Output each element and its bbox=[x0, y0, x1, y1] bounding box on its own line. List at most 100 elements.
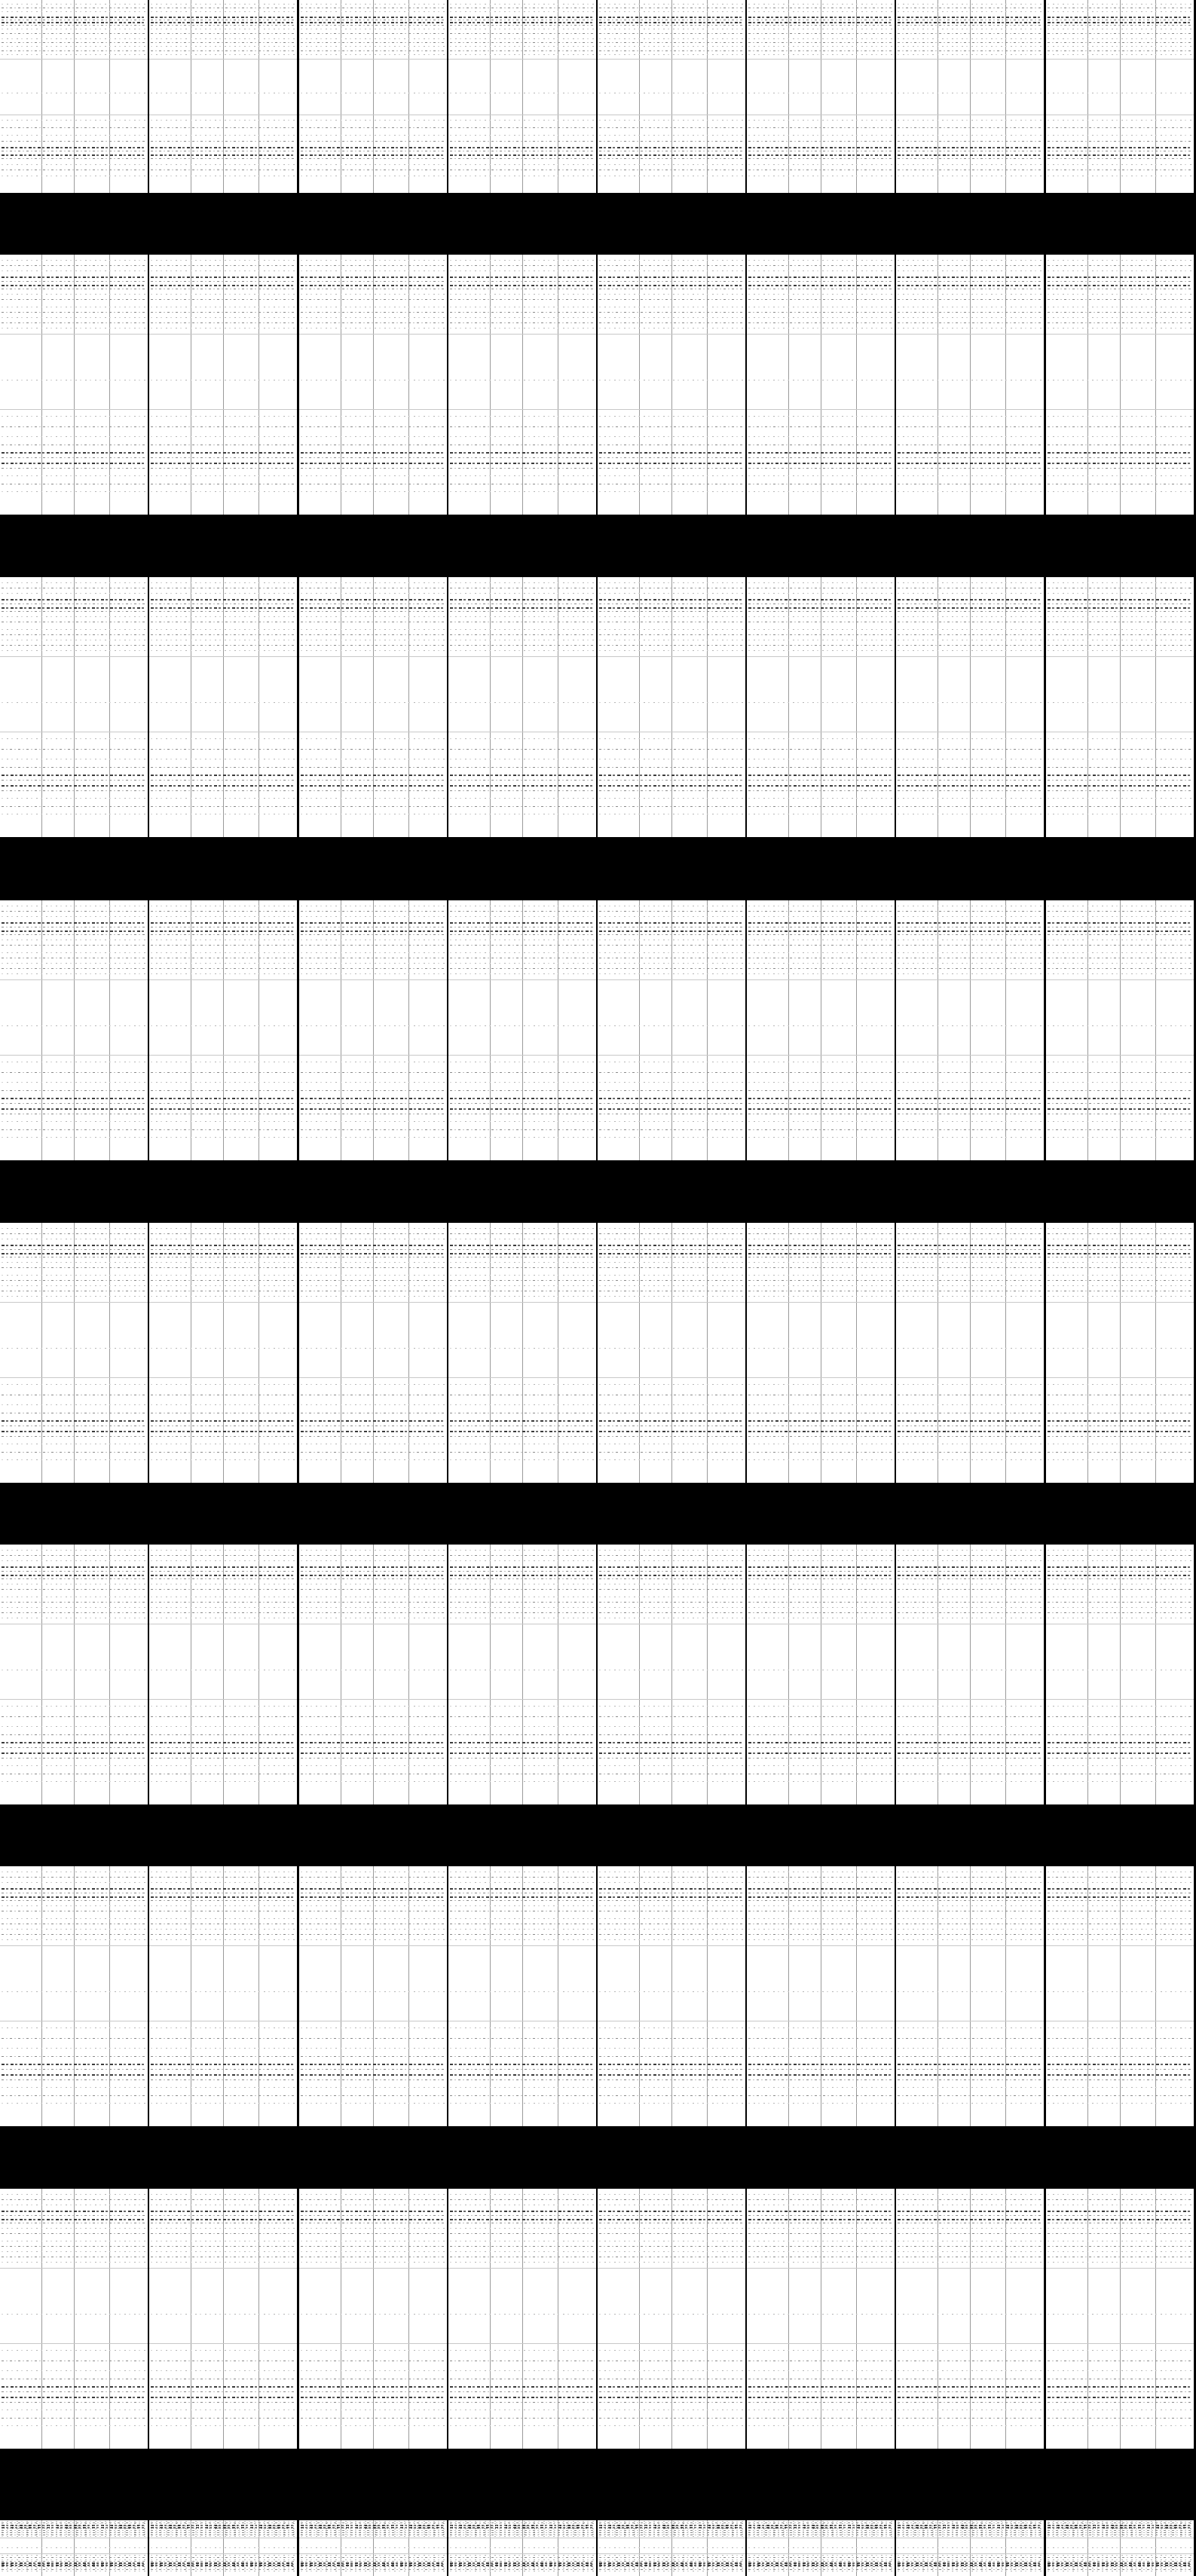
page-thumbnail[interactable] bbox=[1046, 2520, 1194, 2576]
text-line bbox=[898, 4, 1042, 5]
page-thumbnail[interactable] bbox=[896, 2189, 1044, 2449]
page-thumbnail[interactable] bbox=[0, 577, 148, 837]
page-thumbnail[interactable] bbox=[1046, 900, 1194, 1160]
page-thumbnail[interactable] bbox=[448, 1545, 596, 1804]
page-thumbnail[interactable] bbox=[896, 255, 1044, 515]
page-thumbnail[interactable] bbox=[747, 0, 895, 193]
column-rule bbox=[373, 2520, 374, 2576]
page-thumbnail[interactable] bbox=[149, 2189, 297, 2449]
text-line bbox=[599, 1452, 744, 1453]
page-thumbnail[interactable] bbox=[0, 1866, 148, 2126]
page-thumbnail[interactable] bbox=[299, 2520, 447, 2576]
page-thumbnail[interactable] bbox=[896, 1223, 1044, 1483]
page-thumbnail[interactable] bbox=[0, 2189, 148, 2449]
text-line bbox=[151, 1747, 295, 1748]
page-thumbnail[interactable] bbox=[448, 1866, 596, 2126]
page-thumbnail[interactable] bbox=[598, 2520, 745, 2576]
text-line bbox=[599, 1612, 744, 1613]
text-line bbox=[599, 1934, 744, 1935]
text-line bbox=[2, 2064, 146, 2065]
page-thumbnail[interactable] bbox=[598, 2189, 745, 2449]
text-line bbox=[450, 1747, 595, 1748]
page-thumbnail[interactable] bbox=[598, 900, 745, 1160]
page-thumbnail[interactable] bbox=[1046, 1545, 1194, 1804]
page-thumbnail[interactable] bbox=[448, 2520, 596, 2576]
text-line bbox=[898, 2569, 1042, 2570]
text-line bbox=[898, 38, 1042, 39]
text-line bbox=[301, 1348, 445, 1349]
text-line bbox=[151, 1098, 295, 1099]
page-thumbnail[interactable] bbox=[598, 1223, 745, 1483]
horizontal-rule bbox=[448, 2268, 596, 2269]
page-thumbnail[interactable] bbox=[299, 900, 447, 1160]
text-line bbox=[2, 2521, 146, 2522]
page-thumbnail[interactable] bbox=[299, 1223, 447, 1483]
page-thumbnail[interactable] bbox=[896, 577, 1044, 837]
page-thumbnail[interactable] bbox=[149, 1223, 297, 1483]
page-thumbnail[interactable] bbox=[0, 2520, 148, 2576]
page-thumbnail[interactable] bbox=[1046, 1866, 1194, 2126]
page-thumbnail[interactable] bbox=[1046, 577, 1194, 837]
text-line bbox=[301, 2262, 445, 2263]
page-thumbnail[interactable] bbox=[0, 1545, 148, 1804]
page-thumbnail[interactable] bbox=[149, 577, 297, 837]
sheet-row bbox=[0, 0, 1196, 193]
page-thumbnail[interactable] bbox=[747, 1545, 895, 1804]
page-thumbnail[interactable] bbox=[448, 0, 596, 193]
text-line bbox=[748, 294, 893, 295]
page-thumbnail[interactable] bbox=[149, 2520, 297, 2576]
page-thumbnail[interactable] bbox=[149, 1866, 297, 2126]
page-thumbnail[interactable] bbox=[299, 577, 447, 837]
text-line bbox=[748, 616, 893, 617]
page-thumbnail[interactable] bbox=[0, 1223, 148, 1483]
page-thumbnail[interactable] bbox=[1046, 1223, 1194, 1483]
page-thumbnail[interactable] bbox=[448, 255, 596, 515]
page-thumbnail[interactable] bbox=[149, 900, 297, 1160]
page-thumbnail[interactable] bbox=[1046, 2189, 1194, 2449]
page-thumbnail[interactable] bbox=[896, 1866, 1044, 2126]
page-thumbnail[interactable] bbox=[299, 2189, 447, 2449]
text-line bbox=[898, 1612, 1042, 1613]
page-thumbnail[interactable] bbox=[896, 0, 1044, 193]
text-line bbox=[1048, 147, 1192, 148]
page-thumbnail[interactable] bbox=[0, 0, 148, 193]
page-thumbnail[interactable] bbox=[598, 1866, 745, 2126]
page-thumbnail[interactable] bbox=[149, 255, 297, 515]
text-line bbox=[748, 973, 893, 974]
text-line bbox=[599, 930, 744, 932]
page-thumbnail[interactable] bbox=[448, 900, 596, 1160]
page-thumbnail[interactable] bbox=[299, 1545, 447, 1804]
page-thumbnail[interactable] bbox=[0, 255, 148, 515]
page-thumbnail[interactable] bbox=[299, 0, 447, 193]
page-thumbnail[interactable] bbox=[598, 0, 745, 193]
page-thumbnail[interactable] bbox=[896, 900, 1044, 1160]
page-thumbnail[interactable] bbox=[747, 900, 895, 1160]
page-thumbnail[interactable] bbox=[448, 1223, 596, 1483]
horizontal-rule bbox=[0, 334, 148, 335]
page-thumbnail[interactable] bbox=[448, 2189, 596, 2449]
page-thumbnail[interactable] bbox=[299, 1866, 447, 2126]
page-thumbnail[interactable] bbox=[1046, 255, 1194, 515]
page-thumbnail[interactable] bbox=[896, 2520, 1044, 2576]
text-line bbox=[301, 2215, 445, 2216]
page-thumbnail[interactable] bbox=[149, 1545, 297, 1804]
text-line bbox=[898, 265, 1042, 266]
page-thumbnail[interactable] bbox=[896, 1545, 1044, 1804]
page-thumbnail[interactable] bbox=[1046, 0, 1194, 193]
page-thumbnail[interactable] bbox=[149, 0, 297, 193]
page-thumbnail[interactable] bbox=[448, 577, 596, 837]
text-line bbox=[151, 491, 295, 492]
page-thumbnail[interactable] bbox=[747, 2520, 895, 2576]
page-thumbnail[interactable] bbox=[747, 2189, 895, 2449]
page-thumbnail[interactable] bbox=[598, 255, 745, 515]
page-thumbnail[interactable] bbox=[747, 1866, 895, 2126]
page-thumbnail[interactable] bbox=[747, 1223, 895, 1483]
page-thumbnail[interactable] bbox=[747, 255, 895, 515]
page-thumbnail[interactable] bbox=[598, 1545, 745, 1804]
page-thumbnail[interactable] bbox=[0, 900, 148, 1160]
page-thumbnail[interactable] bbox=[299, 255, 447, 515]
page-thumbnail[interactable] bbox=[598, 577, 745, 837]
horizontal-rule bbox=[149, 1055, 297, 1056]
text-line bbox=[301, 780, 445, 781]
page-thumbnail[interactable] bbox=[747, 577, 895, 837]
